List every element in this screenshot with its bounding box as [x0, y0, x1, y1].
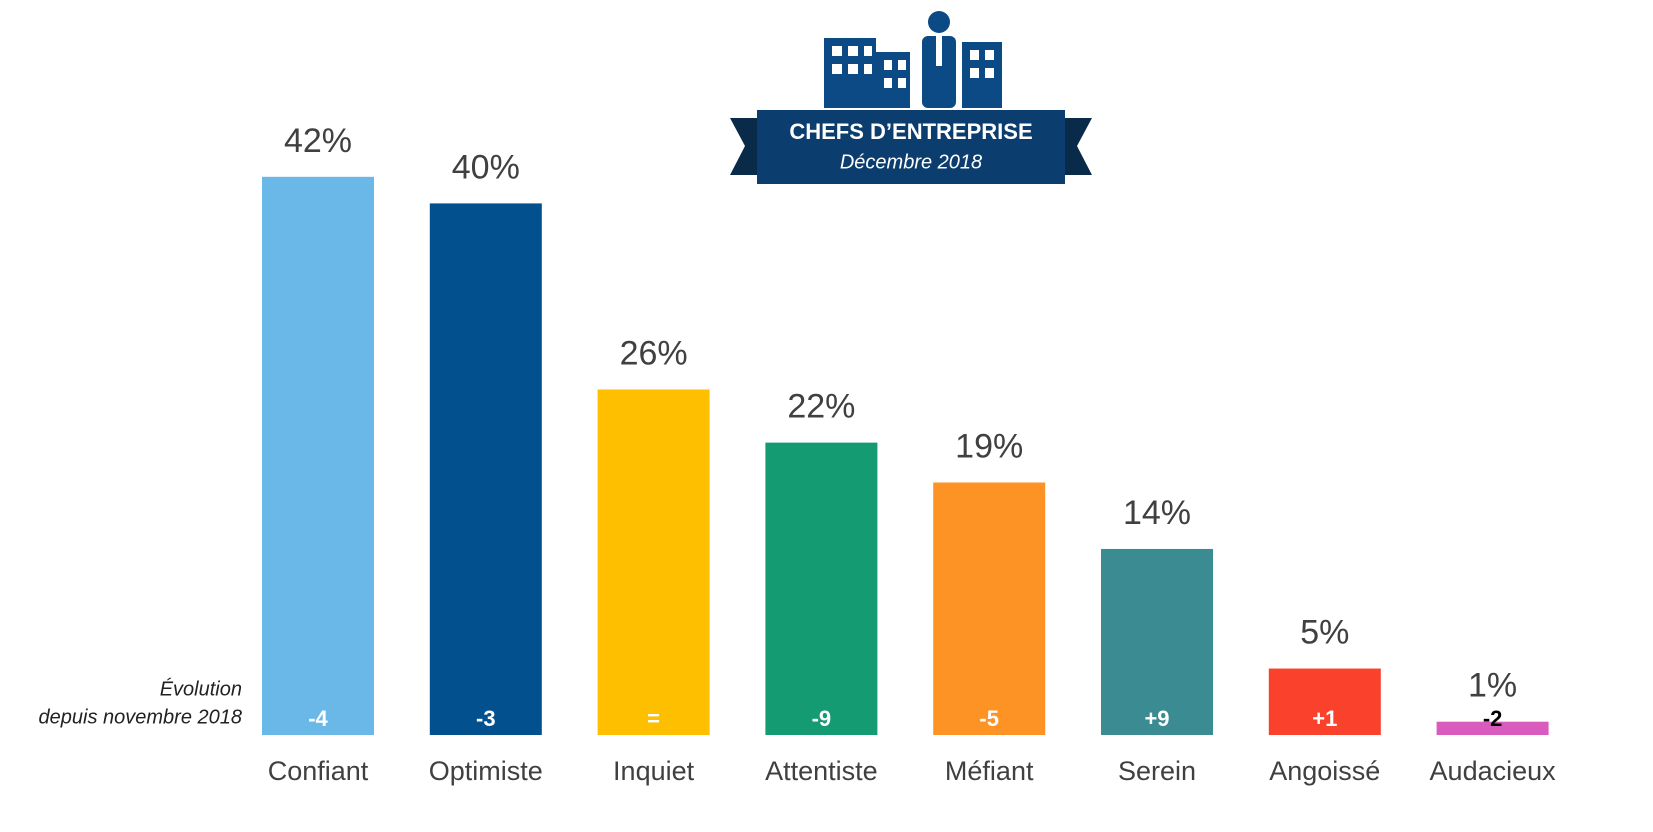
bar [765, 442, 878, 735]
value-label: 14% [1123, 494, 1191, 532]
x-tick-label: Audacieux [1430, 756, 1557, 786]
evolution-value: = [647, 706, 660, 731]
x-tick-label: Inquiet [613, 756, 695, 786]
badge-title: CHEFS D’ENTREPRISE [789, 119, 1032, 144]
x-tick-label: Méfiant [945, 756, 1034, 786]
evolution-note: depuis novembre 2018 [39, 706, 242, 728]
bar [597, 389, 710, 735]
evolution-value: -9 [812, 706, 832, 731]
x-tick-label: Optimiste [429, 756, 543, 786]
evolution-note: Évolution [160, 677, 242, 700]
x-tick-label: Confiant [268, 756, 369, 786]
value-label: 42% [284, 122, 352, 160]
badge-subtitle: Décembre 2018 [840, 151, 982, 173]
bar [1101, 548, 1213, 735]
bar [933, 482, 1046, 735]
evolution-value: +1 [1312, 706, 1337, 731]
x-tick-label: Serein [1118, 756, 1196, 786]
value-label: 19% [955, 427, 1023, 465]
evolution-value: -4 [308, 706, 328, 731]
x-tick-label: Angoissé [1269, 756, 1380, 786]
value-label: 5% [1300, 614, 1349, 652]
value-label: 1% [1468, 667, 1517, 705]
badge-icon [824, 11, 1002, 108]
bar [262, 176, 374, 735]
bar [1268, 668, 1381, 735]
ribbon-tail [1062, 118, 1092, 175]
value-label: 26% [620, 334, 688, 372]
value-label: 40% [452, 148, 520, 186]
x-tick-label: Attentiste [765, 756, 878, 786]
evolution-value: -5 [979, 706, 999, 731]
evolution-value: -2 [1483, 706, 1503, 731]
bar [429, 203, 542, 735]
bar [1436, 721, 1549, 735]
evolution-value: +9 [1144, 706, 1169, 731]
value-label: 22% [787, 388, 855, 426]
ribbon-tail [730, 118, 760, 175]
evolution-value: -3 [476, 706, 496, 731]
badge [757, 110, 1065, 184]
